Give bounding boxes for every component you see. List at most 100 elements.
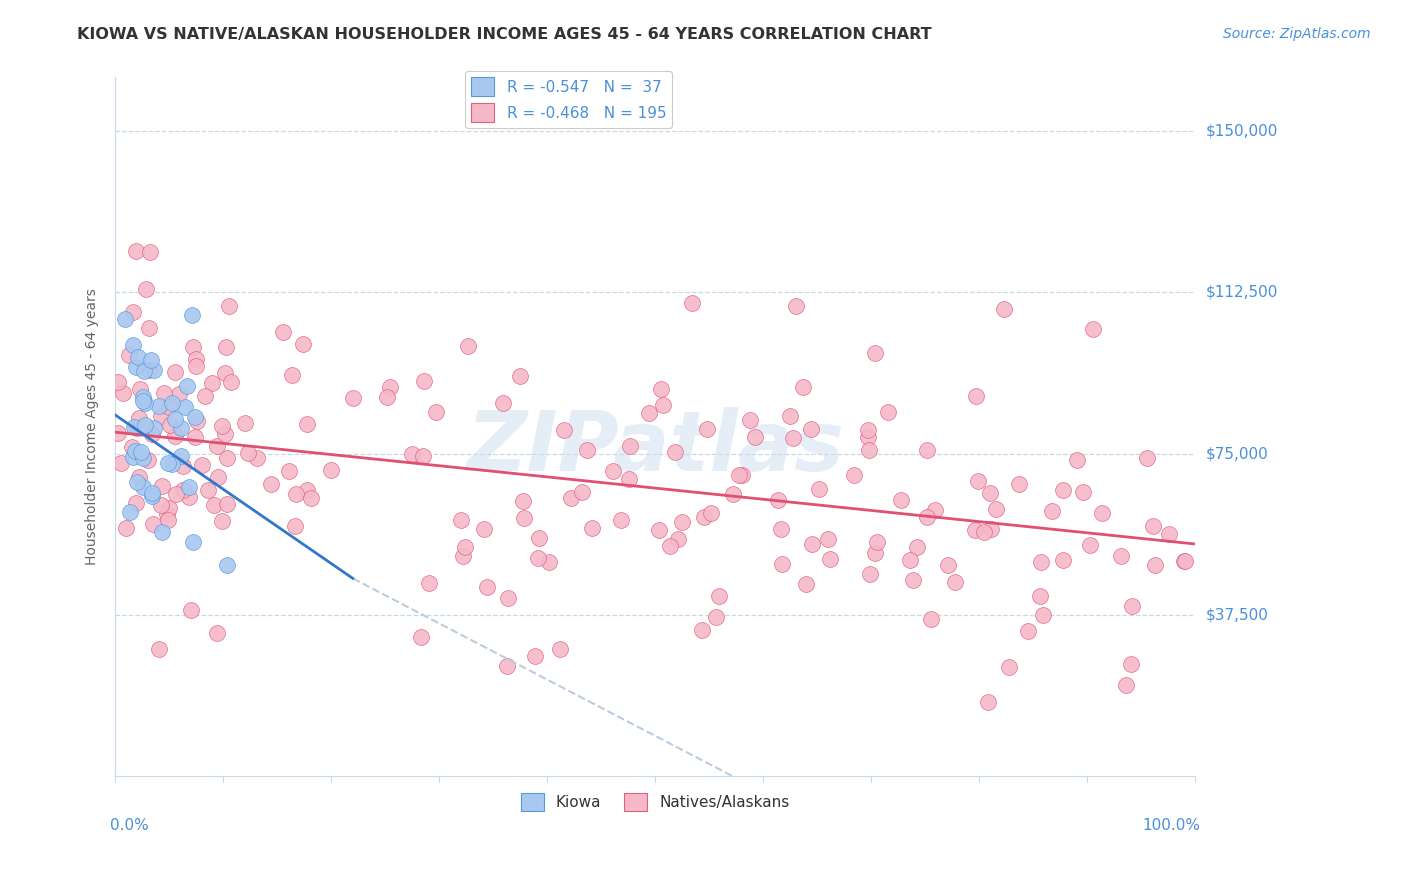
Point — [141, 426, 163, 441]
Point — [136, 453, 159, 467]
Point — [112, 386, 135, 401]
Text: $75,000: $75,000 — [1206, 446, 1268, 461]
Point — [794, 576, 817, 591]
Point — [648, 523, 671, 537]
Point — [527, 531, 550, 545]
Point — [696, 422, 718, 436]
Point — [131, 445, 153, 459]
Point — [142, 517, 165, 532]
Point — [135, 282, 157, 296]
Point — [165, 487, 187, 501]
Point — [125, 421, 148, 435]
Point — [122, 420, 145, 434]
Point — [165, 412, 187, 426]
Point — [1032, 608, 1054, 623]
Point — [202, 498, 225, 512]
Point — [965, 389, 987, 403]
Point — [731, 468, 754, 483]
Point — [1040, 504, 1063, 518]
Point — [177, 480, 200, 494]
Point — [299, 491, 322, 505]
Point — [207, 470, 229, 484]
Point — [153, 386, 176, 401]
Point — [984, 502, 1007, 516]
Point — [963, 524, 986, 538]
Point — [512, 494, 534, 508]
Point — [280, 368, 302, 383]
Point — [121, 338, 143, 352]
Point — [858, 430, 880, 444]
Point — [1078, 538, 1101, 552]
Point — [271, 325, 294, 339]
Point — [524, 648, 547, 663]
Point — [800, 422, 823, 436]
Point — [453, 549, 475, 564]
Point — [128, 410, 150, 425]
Y-axis label: Householder Income Ages 45 - 64 years: Householder Income Ages 45 - 64 years — [86, 288, 100, 566]
Point — [785, 299, 807, 313]
Point — [863, 345, 886, 359]
Point — [141, 353, 163, 368]
Point — [782, 431, 804, 445]
Point — [221, 375, 243, 389]
Point — [1115, 678, 1137, 692]
Text: 0.0%: 0.0% — [110, 818, 149, 833]
Text: $112,500: $112,500 — [1206, 285, 1278, 300]
Point — [128, 470, 150, 484]
Point — [1052, 553, 1074, 567]
Point — [457, 339, 479, 353]
Point — [652, 398, 675, 412]
Point — [818, 551, 841, 566]
Point — [157, 500, 180, 515]
Point — [1109, 549, 1132, 564]
Point — [936, 558, 959, 572]
Point — [976, 695, 998, 709]
Point — [211, 419, 233, 434]
Point — [571, 485, 593, 500]
Point — [122, 304, 145, 318]
Point — [125, 359, 148, 374]
Point — [114, 521, 136, 535]
Point — [943, 575, 966, 590]
Point — [125, 496, 148, 510]
Point — [418, 575, 440, 590]
Point — [162, 457, 184, 471]
Point — [132, 480, 155, 494]
Point — [920, 612, 942, 626]
Point — [186, 414, 208, 428]
Point — [619, 439, 641, 453]
Point — [1143, 558, 1166, 572]
Point — [118, 348, 141, 362]
Point — [903, 573, 925, 587]
Point — [526, 550, 548, 565]
Point — [738, 413, 761, 427]
Point — [412, 450, 434, 464]
Point — [179, 490, 201, 504]
Point — [401, 447, 423, 461]
Point — [214, 366, 236, 380]
Point — [186, 359, 208, 373]
Point — [450, 513, 472, 527]
Point — [201, 376, 224, 390]
Point — [180, 603, 202, 617]
Point — [205, 439, 228, 453]
Point — [602, 463, 624, 477]
Point — [690, 623, 713, 637]
Point — [132, 393, 155, 408]
Text: Source: ZipAtlas.com: Source: ZipAtlas.com — [1223, 27, 1371, 41]
Point — [915, 443, 938, 458]
Point — [980, 523, 1002, 537]
Point — [235, 417, 257, 431]
Point — [496, 591, 519, 605]
Point — [973, 525, 995, 540]
Point — [163, 428, 186, 442]
Point — [1091, 506, 1114, 520]
Point — [218, 299, 240, 313]
Point — [553, 423, 575, 437]
Point — [411, 630, 433, 644]
Point — [194, 389, 217, 403]
Point — [120, 505, 142, 519]
Point — [807, 482, 830, 496]
Point — [877, 404, 900, 418]
Point — [1119, 657, 1142, 671]
